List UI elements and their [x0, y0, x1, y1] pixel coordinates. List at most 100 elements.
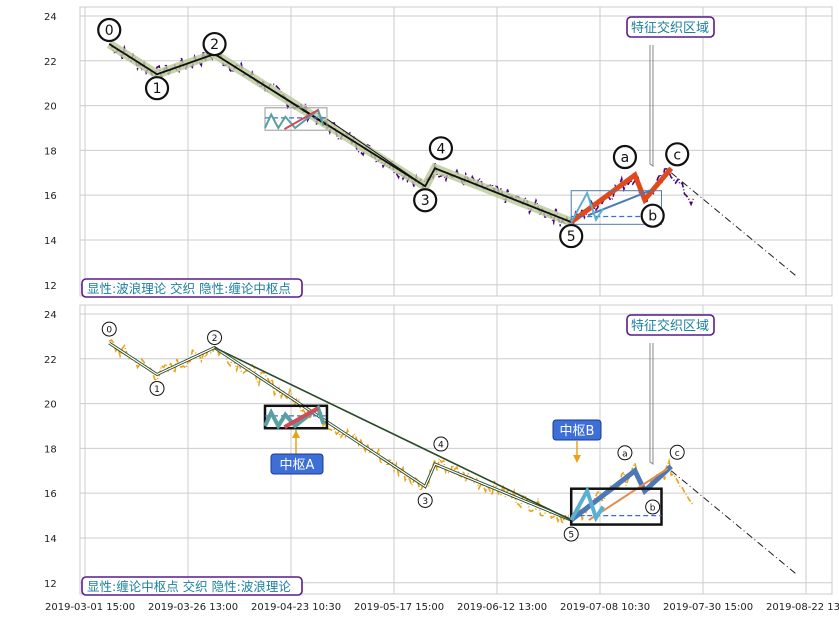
projection-line [670, 172, 797, 277]
wave-line [108, 43, 572, 223]
zone-a-label: 中枢A [280, 458, 315, 473]
y-tick-label: 20 [44, 102, 57, 113]
wave-point-b: b [640, 203, 665, 228]
pivot-zigzag-red [283, 109, 319, 130]
pivot-zigzag-b [569, 485, 605, 523]
y-tick-label: 24 [44, 310, 57, 321]
wave-point-label: a [621, 150, 630, 166]
wave-point-label: 5 [567, 229, 576, 245]
y-tick-label: 16 [44, 489, 57, 500]
plot-area [79, 304, 833, 595]
wave-point-circle [202, 31, 227, 57]
wave-point-label: 3 [422, 497, 428, 507]
wave-point-4: 4 [428, 136, 454, 161]
wave-point-5: 5 [563, 526, 579, 542]
wave-point-circle [101, 321, 117, 337]
wave-point-c: c [665, 142, 690, 167]
wave-point-5: 5 [559, 223, 584, 249]
wave-point-c: c [669, 444, 685, 460]
legend-text: 显性:波浪理论 交织 隐性:缠论中枢点 [87, 281, 291, 296]
wave-point-0: 0 [101, 321, 117, 337]
wave-point-circle [645, 499, 661, 515]
legend-box [81, 278, 303, 298]
wave-point-circle [97, 17, 122, 43]
wave-point-3: 3 [417, 492, 433, 508]
wave-point-label: 0 [105, 23, 114, 39]
wave-point-label: 2 [212, 334, 218, 344]
wave-point-label: c [673, 147, 681, 163]
wave-point-1: 1 [144, 76, 170, 101]
wave-point-circle [612, 144, 638, 170]
x-tick-label: 2019-07-30 15:00 [663, 602, 753, 613]
y-tick-label: 18 [44, 444, 57, 455]
wave-point-a: a [617, 445, 633, 461]
wave-point-label: 1 [153, 81, 162, 97]
projection-line [670, 470, 797, 575]
wave-point-circle [428, 136, 454, 161]
wave-point-circle [144, 76, 170, 101]
legend-box [81, 576, 303, 596]
wave-point-circle [617, 445, 633, 461]
wave-point-1: 1 [149, 380, 165, 396]
y-tick-label: 12 [44, 281, 57, 292]
wave-point-circle [559, 223, 584, 249]
zone-b-arrowhead [573, 455, 581, 463]
feature-pointer [649, 343, 654, 466]
zone-b-label: 中枢B [560, 424, 595, 439]
wave-point-2: 2 [207, 330, 223, 346]
abc-inner [587, 189, 651, 217]
wave-point-circle [665, 142, 690, 167]
wave-point-label: b [650, 503, 656, 513]
y-tick-label: 18 [44, 146, 57, 157]
wave-point-circle [149, 380, 165, 396]
x-tick-label: 2019-03-01 15:00 [45, 602, 135, 613]
wave-point-label: c [675, 449, 680, 459]
wave-point-4: 4 [433, 436, 449, 452]
feature-box [626, 16, 715, 38]
wave-point-b: b [645, 499, 661, 515]
plot-area [79, 6, 833, 297]
feature-text: 特征交织区域 [631, 318, 709, 334]
connector-line [214, 53, 328, 127]
wave-point-0: 0 [97, 17, 122, 43]
wave-point-label: 3 [421, 193, 430, 209]
x-tick-label: 2019-04-23 10:30 [251, 602, 341, 613]
wave-point-label: 1 [154, 385, 160, 395]
wave-point-circle [207, 330, 223, 346]
x-tick-label: 2019-03-26 13:00 [148, 602, 238, 613]
wave-point-label: b [648, 209, 657, 225]
pivot-zigzag-red [283, 406, 320, 429]
wave-point-circle [417, 492, 433, 508]
y-tick-label: 14 [44, 236, 57, 247]
wave-point-label: 2 [210, 37, 219, 53]
x-tick-label: 2019-05-17 15:00 [354, 602, 444, 613]
trend-line [214, 346, 572, 521]
wave-point-circle [413, 188, 438, 213]
y-tick-label: 22 [44, 355, 57, 366]
zone-a-arrowhead [292, 430, 300, 438]
price-line [108, 338, 694, 527]
wave-point-label: 5 [568, 531, 574, 541]
y-tick-label: 14 [44, 534, 57, 545]
pivot-zigzag-b [570, 190, 604, 223]
wave-point-2: 2 [202, 31, 227, 57]
wave-point-circle [669, 444, 685, 460]
zone-b-box [552, 419, 602, 441]
abc-impulse [569, 166, 674, 225]
wave-point-label: a [622, 449, 628, 459]
wave-point-3: 3 [413, 188, 438, 213]
abc-line [569, 464, 673, 523]
x-tick-label: 2019-08-22 13:00 [766, 602, 839, 613]
y-tick-label: 12 [44, 579, 57, 590]
y-tick-label: 16 [44, 191, 57, 202]
wave-point-a: a [612, 144, 638, 170]
pivot-box [569, 487, 663, 526]
wave-point-circle [563, 526, 579, 542]
pivot-box [264, 107, 328, 131]
wave-point-label: 0 [106, 326, 112, 336]
pivot-box [263, 404, 329, 430]
feature-text: 特征交织区域 [631, 20, 709, 36]
